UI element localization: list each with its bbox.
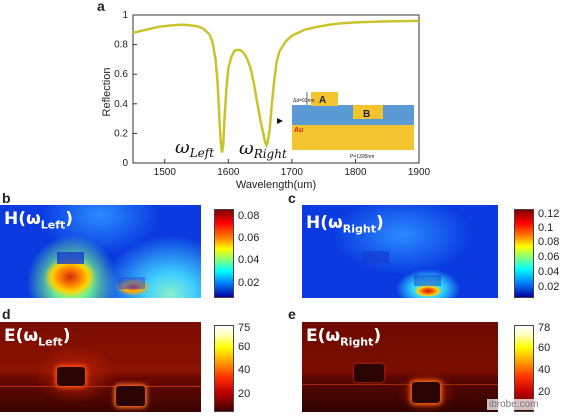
omega-left-annotation: ωLeft [175, 137, 214, 160]
y-tick-label: 0.8 [114, 40, 128, 51]
boundary-line [0, 386, 201, 387]
colorbar-e-right-tick-3: 20 [538, 386, 551, 398]
colorbar-e-right [514, 325, 534, 412]
colorbar-h-right-tick-2: 0.08 [538, 236, 560, 248]
colorbar-h-right-tick-5: 0.02 [538, 281, 560, 293]
plot-frame [132, 14, 420, 164]
chart-axes [132, 14, 420, 164]
colorbar-e-right-tick-2: 40 [538, 364, 551, 376]
colorbar-h-left [214, 209, 234, 298]
inset-label-b: B [363, 109, 370, 120]
colorbar-h-left-tick-0: 0.08 [238, 210, 260, 222]
omega-right-annotation: ωRight [239, 138, 287, 161]
boundary-line [302, 384, 498, 385]
colorbar-e-left [214, 325, 234, 412]
x-tick-label: 1500 [154, 167, 177, 178]
x-tick-label: 1700 [281, 167, 304, 178]
pad-a-outline [57, 367, 85, 386]
colorbar-e-right-tick-0: 78 [538, 322, 551, 334]
colorbar-e-left-tick-0: 75 [238, 322, 251, 334]
x-tick-label: 1900 [408, 167, 431, 178]
pad-b-outline [412, 382, 440, 403]
colorbar-h-right-tick-1: 0.1 [538, 222, 554, 234]
colorbar-h-left-tick-1: 0.06 [238, 232, 260, 244]
x-tick-label: 1800 [344, 167, 367, 178]
colorbar-e-left-tick-2: 40 [238, 364, 251, 376]
field-map-h-right: H(ωRight) [302, 205, 498, 298]
panel-label-c: c [288, 190, 296, 206]
e-right-label: E(ωRight) [306, 326, 382, 349]
h-right-label: H(ωRight) [306, 213, 384, 236]
inset-period-label: P=1395nm [350, 154, 374, 160]
pad-b-outline [118, 277, 145, 289]
incidence-arrow [277, 118, 283, 124]
pad-b-outline [116, 386, 145, 406]
colorbar-e-right-tick-1: 60 [538, 342, 551, 354]
pad-a [311, 92, 338, 106]
pad-b [353, 105, 383, 119]
colorbar-h-left-tick-2: 0.04 [238, 254, 260, 266]
field-map-h-left: H(ωLeft) [0, 205, 201, 298]
y-tick-label: 0.4 [114, 99, 128, 110]
structure-inset: Δd=92nm A B Au P=1395nm [277, 90, 414, 160]
x-tick-label: 1600 [217, 167, 240, 178]
gold-substrate [292, 125, 414, 150]
field-map-e-right: E(ωRight) [302, 322, 498, 412]
colorbar-h-left-tick-3: 0.02 [238, 277, 260, 289]
e-left-label: E(ωLeft) [4, 326, 71, 349]
pad-a-outline [354, 364, 384, 382]
reflection-chart: 1500 1600 1700 1800 1900 0 0.2 0.4 0.6 0.8 1 Δd=92… [101, 10, 431, 191]
y-tick-label: 0.6 [114, 69, 128, 80]
colorbar-e-left-tick-3: 20 [238, 388, 251, 400]
field-map-e-left: E(ωLeft) [0, 322, 201, 412]
pad-b-outline [414, 275, 441, 286]
y-axis-label: Reflection [101, 68, 113, 117]
series-line [132, 19, 420, 153]
panel-label-a: a [97, 0, 105, 14]
inset-au-label: Au [294, 127, 303, 134]
colorbar-e-left-tick-1: 60 [238, 341, 251, 353]
colorbar-h-right [514, 209, 534, 298]
colorbar-h-right-tick-4: 0.04 [538, 266, 560, 278]
panel-label-d: d [2, 306, 11, 322]
panel-label-b: b [2, 190, 11, 206]
watermark: ibrobe.com [487, 399, 541, 410]
inset-label-a: A [319, 95, 326, 106]
colorbar-h-right-tick-3: 0.06 [538, 251, 560, 263]
pad-a-outline [57, 252, 84, 264]
y-tick-label: 0 [122, 158, 128, 169]
chart-ticks: 1500 1600 1700 1800 1900 0 0.2 0.4 0.6 0.8 1 [114, 10, 430, 178]
y-tick-label: 1 [122, 10, 128, 21]
h-left-label: H(ωLeft) [4, 209, 74, 232]
inset-dimension-label: Δd=92nm [293, 98, 315, 104]
y-tick-label: 0.2 [114, 128, 128, 139]
panel-label-e: e [288, 306, 296, 322]
colorbar-h-right-tick-0: 0.12 [538, 208, 560, 220]
x-axis-label: Wavelength(um) [236, 179, 316, 191]
pad-a-outline [362, 251, 389, 263]
